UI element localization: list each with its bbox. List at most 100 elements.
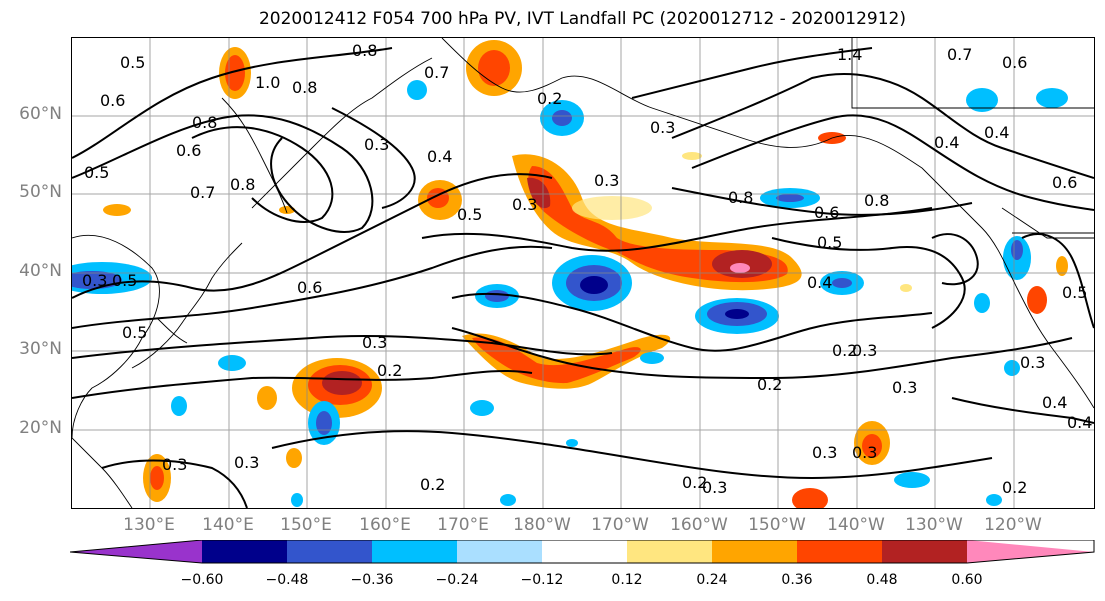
contour-label: 0.3	[812, 443, 837, 462]
contour-label: 0.8	[352, 41, 377, 60]
contour-label: 0.5	[1062, 283, 1087, 302]
contour-label: 0.2	[420, 475, 445, 494]
colorbar-tick-label: 0.48	[866, 572, 898, 588]
contour-label: 0.3	[852, 341, 877, 360]
contour-label: 0.5	[817, 233, 842, 252]
colorbar-outline	[69, 539, 1095, 564]
colorbar-segment	[457, 540, 542, 563]
contour-label: 0.8	[864, 191, 889, 210]
lon-label-130w: 130°W	[905, 515, 963, 535]
contour-label: 0.4	[1067, 413, 1092, 432]
colorbar-segment	[287, 540, 372, 563]
contour-label: 0.4	[807, 273, 832, 292]
negative-anomaly-blob	[552, 255, 632, 311]
colorbar-tick-label: 0.60	[951, 572, 983, 588]
contour-label: 0.4	[427, 147, 452, 166]
negative-anomaly-blob	[695, 298, 779, 334]
map-panel: 0.5 0.6 0.8 0.7 1.0 0.8 1.4 0.5 0.6 0.8 …	[71, 37, 1095, 509]
lat-label-60n: 60°N	[19, 104, 62, 124]
contour-label: 0.4	[934, 133, 959, 152]
contour-label: 0.5	[122, 323, 147, 342]
lon-label-180w: 180°W	[513, 515, 571, 535]
contour-label: 0.6	[1002, 53, 1027, 72]
positive-anomaly-blob	[466, 40, 522, 96]
contour-label: 0.8	[192, 113, 217, 132]
colorbar-segment	[712, 540, 797, 563]
lon-label-120w: 120°W	[984, 515, 1042, 535]
lon-label-150w: 150°W	[748, 515, 806, 535]
lat-label-50n: 50°N	[19, 182, 62, 202]
colorbar-tick-label: −0.24	[435, 572, 479, 588]
contour-label: 0.3	[1020, 353, 1045, 372]
map-svg: 0.5 0.6 0.8 0.7 1.0 0.8 1.4 0.5 0.6 0.8 …	[72, 38, 1094, 508]
weak-positive-patches	[572, 152, 912, 292]
negative-anomaly-blob	[72, 80, 1068, 507]
shaded-anomalies	[72, 40, 1068, 508]
colorbar-tick-label: 0.12	[611, 572, 643, 588]
contour-label: 0.2	[757, 375, 782, 394]
contour-label: 0.2	[1002, 478, 1027, 497]
contour-labels: 0.5 0.6 0.8 0.7 1.0 0.8 1.4 0.5 0.6 0.8 …	[82, 41, 1092, 497]
contour-label: 0.3	[892, 378, 917, 397]
colorbar-segment	[797, 540, 882, 563]
contour-label: 0.5	[112, 271, 137, 290]
contour-label: 0.2	[682, 473, 707, 492]
contour-label: 0.2	[537, 89, 562, 108]
contour-label: 0.5	[84, 163, 109, 182]
contour-label: 0.3	[702, 478, 727, 497]
colorbar-segment	[542, 540, 627, 563]
lat-label-40n: 40°N	[19, 261, 62, 281]
positive-anomaly-blob	[219, 47, 251, 99]
contour-label: 0.6	[814, 203, 839, 222]
contour-label: 0.3	[512, 195, 537, 214]
gridlines	[72, 38, 1094, 508]
contour-label: 0.7	[190, 183, 215, 202]
lon-label-130e: 130°E	[123, 515, 175, 535]
lon-label-140e: 140°E	[202, 515, 254, 535]
contour-label: 0.3	[82, 271, 107, 290]
lon-label-160w: 160°W	[670, 515, 728, 535]
map-title: 2020012412 F054 700 hPa PV, IVT Landfall…	[258, 9, 906, 29]
contour-label: 0.8	[230, 175, 255, 194]
colorbar-tick-label: −0.60	[180, 572, 224, 588]
contour-label: 0.6	[176, 141, 201, 160]
contour-lines	[72, 47, 1094, 508]
colorbar-segment	[882, 540, 967, 563]
lon-label-170w: 170°W	[591, 515, 649, 535]
contour-label: 0.5	[457, 205, 482, 224]
colorbar-tick-label: 0.36	[781, 572, 813, 588]
lon-label-160e: 160°E	[359, 515, 411, 535]
positive-anomaly-blob	[292, 358, 382, 418]
contour-label: 0.6	[100, 91, 125, 110]
contour-label: 0.3	[362, 333, 387, 352]
contour-label: 0.3	[852, 443, 877, 462]
contour-label: 0.8	[728, 188, 753, 207]
contour-label: 1.0	[255, 73, 280, 92]
contour-label: 0.5	[120, 53, 145, 72]
contour-label: 0.6	[1052, 173, 1077, 192]
contour-label: 0.4	[1042, 393, 1067, 412]
contour-label: 0.8	[292, 78, 317, 97]
contour-label: 0.3	[650, 118, 675, 137]
colorbar-extend-low	[70, 540, 202, 563]
lat-label-20n: 20°N	[19, 418, 62, 438]
contour-label: 0.3	[364, 135, 389, 154]
lon-label-140w: 140°W	[827, 515, 885, 535]
colorbar-segment	[372, 540, 457, 563]
colorbar-tick-label: 0.24	[696, 572, 728, 588]
lon-label-170e: 170°E	[437, 515, 489, 535]
contour-label: 0.7	[424, 63, 449, 82]
positive-anomaly-band	[512, 154, 802, 291]
colorbar-segment	[202, 540, 287, 563]
colorbar	[69, 539, 1095, 568]
colorbar-tick-label: −0.12	[520, 572, 564, 588]
contour-label: 0.3	[162, 455, 187, 474]
colorbar-segment	[627, 540, 712, 563]
colorbar-svg	[69, 539, 1095, 564]
contour-label: 0.7	[947, 45, 972, 64]
contour-label: 0.4	[984, 123, 1009, 142]
lat-label-30n: 30°N	[19, 339, 62, 359]
contour-label: 0.3	[234, 453, 259, 472]
contour-label: 1.4	[837, 45, 862, 64]
contour-label: 0.2	[832, 341, 857, 360]
